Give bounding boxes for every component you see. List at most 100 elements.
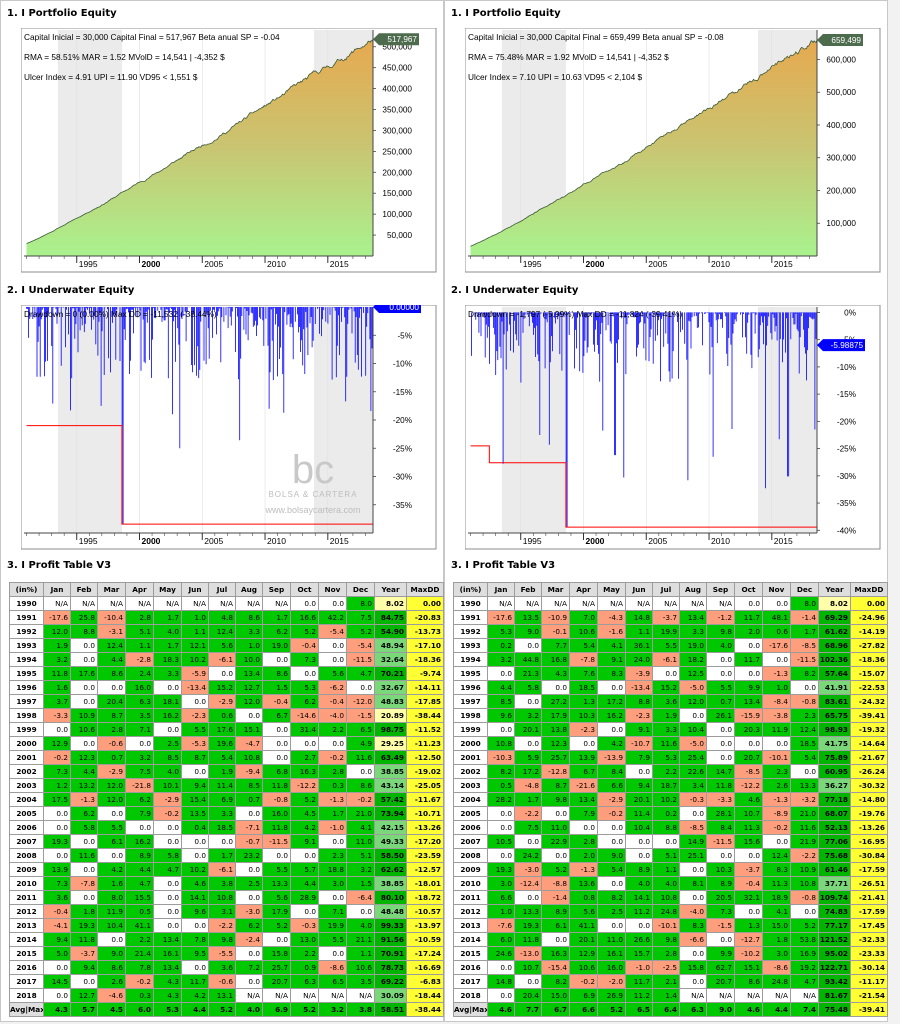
month-cell: 8.6 [346, 778, 375, 793]
month-cell: 8.5 [235, 778, 263, 793]
month-cell: 5.0 [43, 946, 71, 961]
month-cell: 13.4 [153, 932, 182, 947]
month-cell: 7.9 [125, 806, 154, 821]
month-cell: 21.4 [125, 946, 154, 961]
month-cell: -8.8 [541, 876, 570, 891]
month-cell: 0.0 [762, 834, 791, 849]
month-cell: 3.2 [125, 750, 154, 765]
month-cell: 5.5 [97, 820, 126, 835]
maxdd-cell: -26.24 [850, 764, 888, 779]
month-cell: 2.2 [318, 722, 347, 737]
month-cell: 0.0 [97, 932, 126, 947]
table-row: 2005 0.0 -2.2 0.0 7.9 -0.2 11.4 0.2 0.0 28.1 10.7-… [453, 806, 888, 821]
month-cell: 0.0 [652, 666, 680, 681]
month-cell: 1.8 [762, 932, 791, 947]
year-total-cell: 78.73 [374, 960, 407, 975]
month-cell: 5.2 [790, 918, 819, 933]
table-row: 2008 0.0 24.2 0.0 2.0 9.0 0.0 5.1 25.1 0.0 0.0 12.4… [453, 848, 888, 863]
table-row: 1991 -17.6 13.5 -10.9 7.0 -4.3 14.8 -3.7 13.4 -1.… [453, 610, 888, 625]
year-total-cell: 98.93 [818, 722, 851, 737]
month-cell: 10.4 [679, 722, 707, 737]
month-cell: 15.0 [762, 918, 791, 933]
maxdd-cell: -32.33 [850, 932, 888, 947]
maxdd-cell: -13.97 [406, 918, 444, 933]
month-cell: 0.3 [318, 778, 347, 793]
y-tick-label: 200,000 [826, 186, 856, 195]
maxdd-cell: -10.71 [406, 806, 444, 821]
month-cell: 9.0 [706, 1002, 735, 1017]
month-cell: 0.0 [514, 736, 542, 751]
month-cell: 6.5 [346, 722, 375, 737]
month-cell: 6.7 [262, 708, 291, 723]
month-cell: 0.0 [597, 722, 626, 737]
month-cell: 8.8 [70, 624, 98, 639]
month-cell: 5.2 [262, 918, 291, 933]
month-cell: 17.5 [43, 792, 71, 807]
table-header-cell: Dec [790, 582, 819, 597]
month-cell: 0.0 [318, 638, 347, 653]
table-row: 2015 24.6 -13.0 16.3 12.9 16.1 15.7 2.8 0.0 9.9 -1… [453, 946, 888, 961]
year-cell: 2008 [9, 848, 44, 863]
month-cell: 1.9 [652, 708, 680, 723]
month-cell: -17.6 [487, 610, 515, 625]
month-cell: 17.6 [70, 666, 98, 681]
month-cell: 0.0 [706, 736, 735, 751]
year-total-cell: 42.15 [374, 820, 407, 835]
month-cell: 5.8 [70, 820, 98, 835]
equity-stats-line: Capital Inicial = 30,000 Capital Final =… [468, 32, 724, 42]
month-cell: 8.6 [235, 610, 263, 625]
last-value-flag [373, 33, 419, 46]
maxdd-cell: -13.73 [406, 624, 444, 639]
profit-table-section-title: 3. I Profit Table V3 [7, 560, 112, 571]
month-cell: -8.6 [762, 960, 791, 975]
month-cell: 4.0 [153, 624, 182, 639]
month-cell: 26.9 [597, 988, 626, 1003]
month-cell: 2.4 [125, 666, 154, 681]
month-cell: 13.3 [514, 904, 542, 919]
month-cell: 9.4 [43, 932, 71, 947]
month-cell: 11.3 [734, 820, 763, 835]
y-tick-label: -5% [397, 331, 412, 340]
x-tick-label: 2015 [330, 259, 349, 269]
month-cell: 8.9 [625, 862, 653, 877]
month-cell: 12.3 [541, 736, 570, 751]
year-total-cell: 75.89 [818, 750, 851, 765]
year-total-cell: 68.07 [818, 806, 851, 821]
month-cell: 48.1 [762, 610, 791, 625]
x-tick-label: 1995 [523, 259, 542, 269]
month-cell: 6.3 [679, 1002, 707, 1017]
month-cell: 9.0 [597, 848, 626, 863]
equity-section-title: 1. I Portfolio Equity [451, 8, 561, 19]
month-cell: -1.5 [706, 918, 735, 933]
month-cell: -0.4 [290, 638, 319, 653]
month-cell: 4.2 [181, 988, 209, 1003]
month-cell: 15.6 [734, 834, 763, 849]
year-cell: 2006 [453, 820, 488, 835]
month-cell: -2.2 [514, 806, 542, 821]
month-cell: 0.0 [70, 890, 98, 905]
month-cell: N/A [541, 596, 570, 611]
month-cell: -0.6 [97, 736, 126, 751]
maxdd-cell: -18.36 [406, 652, 444, 667]
month-cell: 12.0 [43, 624, 71, 639]
table-row: 2007 19.3 0.0 6.1 16.2 0.0 0.0 0.0 -0.7 -11.5 9.1 0… [9, 834, 444, 849]
month-cell: 4.2 [597, 736, 626, 751]
month-cell: 20.4 [97, 694, 126, 709]
month-cell: 7.9 [569, 806, 598, 821]
month-cell: 4.7 [790, 974, 819, 989]
maxdd-cell: -17.59 [850, 862, 888, 877]
month-cell: 4.5 [97, 1002, 126, 1017]
month-cell: N/A [487, 596, 515, 611]
month-cell: 8.8 [625, 694, 653, 709]
month-cell: 8.6 [97, 960, 126, 975]
month-cell: N/A [262, 988, 291, 1003]
month-cell: -11.5 [346, 652, 375, 667]
month-cell: 0.0 [597, 876, 626, 891]
month-cell: 0.0 [487, 722, 515, 737]
month-cell: -5.4 [346, 638, 375, 653]
month-cell: 17.2 [514, 764, 542, 779]
month-cell: 0.0 [734, 596, 763, 611]
month-cell: 5.2 [597, 1002, 626, 1017]
month-cell: 21.3 [514, 666, 542, 681]
x-tick-label: 2000 [141, 259, 160, 269]
